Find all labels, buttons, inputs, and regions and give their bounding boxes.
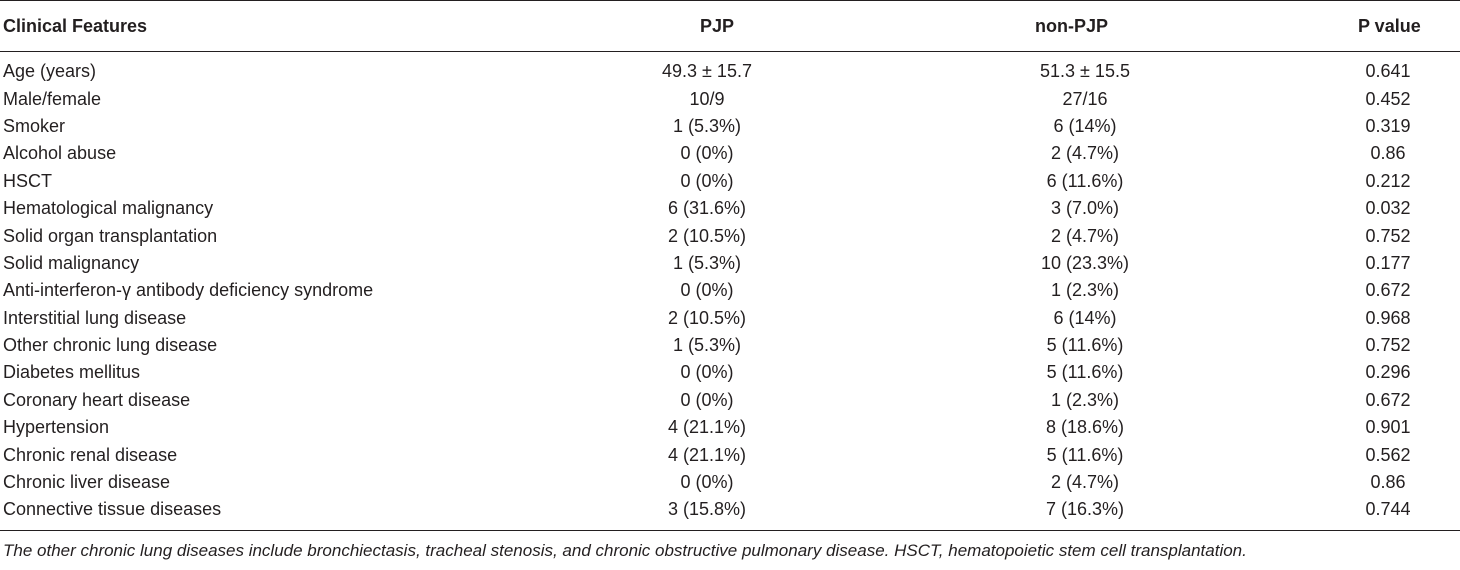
- table-row: Smoker 1 (5.3%) 6 (14%) 0.319: [0, 113, 1460, 140]
- non-pjp-cell: 2 (4.7%): [1050, 143, 1120, 164]
- feature-cell: Other chronic lung disease: [3, 335, 218, 356]
- table-row: Hematological malignancy 6 (31.6%) 3 (7.0%…: [0, 195, 1460, 222]
- pjp-cell: 2 (10.5%): [667, 225, 747, 246]
- p-value-cell: 0.672: [1365, 389, 1411, 410]
- non-pjp-cell: 5 (11.6%): [1046, 362, 1124, 383]
- pjp-cell: 1 (5.3%): [672, 252, 742, 273]
- table-row: Chronic renal disease 4 (21.1%) 5 (11.6%) 0…: [0, 441, 1460, 468]
- non-pjp-cell: 3 (7.0%): [1050, 198, 1120, 219]
- feature-cell: Chronic renal disease: [3, 444, 178, 465]
- table-row: Diabetes mellitus 0 (0%) 5 (11.6%) 0.296: [0, 359, 1460, 386]
- pjp-cell: 1 (5.3%): [672, 115, 742, 136]
- feature-cell: Solid malignancy: [3, 252, 140, 273]
- table-row: HSCT 0 (0%) 6 (11.6%) 0.212: [0, 168, 1460, 195]
- p-value-cell: 0.212: [1365, 170, 1411, 191]
- feature-cell: Chronic liver disease: [3, 472, 171, 493]
- table-row: Age (years) 49.3 ± 15.7 51.3 ± 15.5 0.641: [0, 52, 1460, 86]
- header-pjp: PJP: [700, 15, 735, 36]
- non-pjp-cell: 6 (11.6%): [1046, 170, 1124, 191]
- table-row: Solid organ transplantation 2 (10.5%) 2 (4…: [0, 222, 1460, 249]
- table-header: Clinical Features PJP non-PJP P value: [0, 0, 1460, 52]
- pjp-cell: 2 (10.5%): [667, 307, 747, 328]
- p-value-cell: 0.562: [1365, 444, 1411, 465]
- p-value-cell: 0.86: [1370, 472, 1406, 493]
- non-pjp-cell: 6 (14%): [1053, 115, 1117, 136]
- table-row: Chronic liver disease 0 (0%) 2 (4.7%) 0.86: [0, 469, 1460, 496]
- table-row: Other chronic lung disease 1 (5.3%) 5 (11.…: [0, 332, 1460, 359]
- header-p-value: P value: [1358, 15, 1421, 36]
- p-value-cell: 0.032: [1365, 198, 1411, 219]
- table-body: Age (years) 49.3 ± 15.7 51.3 ± 15.5 0.641 Ma…: [0, 52, 1460, 530]
- non-pjp-cell: 5 (11.6%): [1046, 444, 1124, 465]
- pjp-cell: 49.3 ± 15.7: [662, 61, 752, 82]
- pjp-cell: 0 (0%): [680, 389, 734, 410]
- header-non-pjp: non-PJP: [1035, 15, 1109, 36]
- pjp-cell: 10/9: [689, 88, 725, 109]
- feature-cell: Male/female: [3, 88, 102, 109]
- non-pjp-cell: 1 (2.3%): [1050, 389, 1120, 410]
- non-pjp-cell: 8 (18.6%): [1045, 417, 1125, 438]
- p-value-cell: 0.752: [1365, 225, 1411, 246]
- pjp-cell: 0 (0%): [680, 280, 734, 301]
- table-row: Coronary heart disease 0 (0%) 1 (2.3%) 0.67…: [0, 387, 1460, 414]
- pjp-cell: 6 (31.6%): [667, 198, 747, 219]
- pjp-cell: 4 (21.1%): [667, 417, 747, 438]
- header-clinical-features: Clinical Features: [3, 15, 148, 36]
- feature-cell: HSCT: [3, 170, 52, 191]
- feature-cell: Solid organ transplantation: [3, 225, 218, 246]
- p-value-cell: 0.672: [1365, 280, 1411, 301]
- feature-cell: Hematological malignancy: [3, 198, 214, 219]
- pjp-cell: 0 (0%): [680, 170, 734, 191]
- table-row: Anti-interferon-γ antibody deficiency sy…: [0, 277, 1460, 304]
- pjp-cell: 0 (0%): [680, 362, 734, 383]
- clinical-features-table: Clinical Features PJP non-PJP P value Ag…: [0, 0, 1460, 530]
- header-row: Clinical Features PJP non-PJP P value: [0, 0, 1460, 52]
- table-footnote: The other chronic lung diseases include …: [3, 540, 1247, 560]
- table-row: Hypertension 4 (21.1%) 8 (18.6%) 0.901: [0, 414, 1460, 441]
- p-value-cell: 0.177: [1365, 252, 1411, 273]
- feature-cell: Smoker: [3, 115, 66, 136]
- table-row: Connective tissue diseases 3 (15.8%) 7 (16…: [0, 496, 1460, 529]
- non-pjp-cell: 6 (14%): [1053, 307, 1117, 328]
- table-row: Interstitial lung disease 2 (10.5%) 6 (14%…: [0, 305, 1460, 332]
- p-value-cell: 0.968: [1365, 307, 1411, 328]
- table-bottom-rule: [0, 529, 1460, 531]
- non-pjp-cell: 2 (4.7%): [1050, 225, 1120, 246]
- non-pjp-cell: 5 (11.6%): [1046, 335, 1124, 356]
- feature-cell: Alcohol abuse: [3, 143, 117, 164]
- p-value-cell: 0.319: [1365, 115, 1411, 136]
- p-value-cell: 0.641: [1365, 61, 1411, 82]
- pjp-cell: 0 (0%): [680, 143, 734, 164]
- pjp-cell: 4 (21.1%): [667, 444, 747, 465]
- pjp-cell: 0 (0%): [680, 472, 734, 493]
- p-value-cell: 0.901: [1365, 417, 1411, 438]
- non-pjp-cell: 7 (16.3%): [1045, 499, 1125, 520]
- pjp-cell: 3 (15.8%): [667, 499, 747, 520]
- feature-cell: Hypertension: [3, 417, 110, 438]
- pjp-cell: 1 (5.3%): [672, 335, 742, 356]
- feature-cell: Coronary heart disease: [3, 389, 191, 410]
- non-pjp-cell: 1 (2.3%): [1050, 280, 1120, 301]
- non-pjp-cell: 2 (4.7%): [1050, 472, 1120, 493]
- p-value-cell: 0.744: [1365, 499, 1411, 520]
- non-pjp-cell: 10 (23.3%): [1040, 252, 1130, 273]
- feature-cell: Anti-interferon-γ antibody deficiency sy…: [3, 280, 374, 301]
- table-row: Male/female 10/9 27/16 0.452: [0, 85, 1460, 112]
- p-value-cell: 0.86: [1370, 143, 1406, 164]
- table-row: Solid malignancy 1 (5.3%) 10 (23.3%) 0.177: [0, 250, 1460, 277]
- non-pjp-cell: 27/16: [1062, 88, 1108, 109]
- feature-cell: Age (years): [3, 61, 97, 82]
- feature-cell: Connective tissue diseases: [3, 499, 222, 520]
- p-value-cell: 0.452: [1365, 88, 1411, 109]
- feature-cell: Diabetes mellitus: [3, 362, 141, 383]
- feature-cell: Interstitial lung disease: [3, 307, 187, 328]
- p-value-cell: 0.296: [1365, 362, 1411, 383]
- table-row: Alcohol abuse 0 (0%) 2 (4.7%) 0.86: [0, 140, 1460, 167]
- non-pjp-cell: 51.3 ± 15.5: [1040, 61, 1130, 82]
- p-value-cell: 0.752: [1365, 335, 1411, 356]
